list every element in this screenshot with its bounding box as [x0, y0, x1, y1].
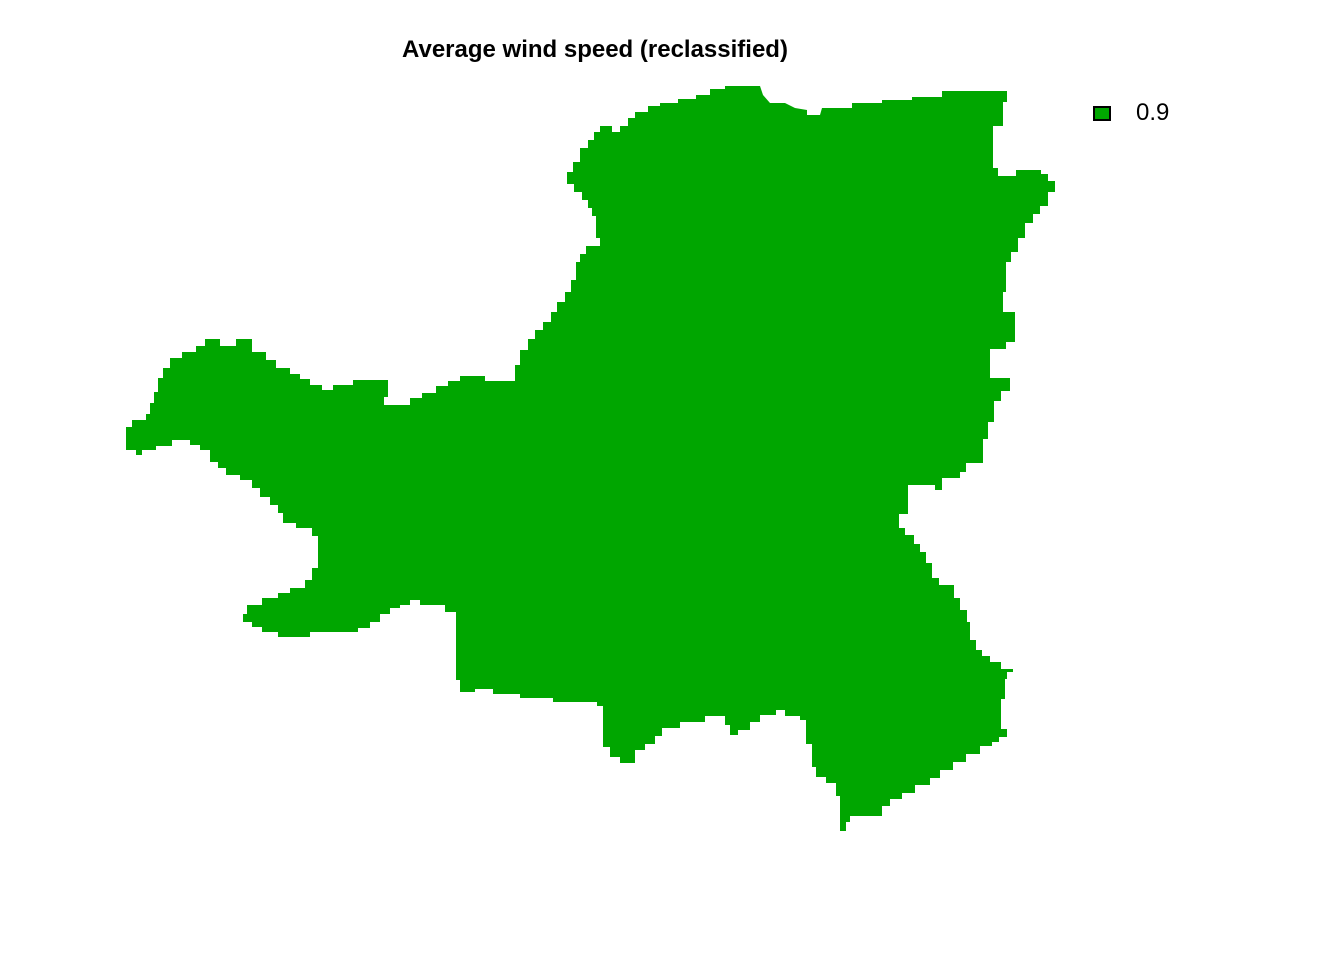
- legend-label: 0.9: [1136, 99, 1170, 126]
- legend-swatch: [1093, 105, 1111, 121]
- legend: 0.9: [1093, 99, 1169, 127]
- reclassified-raster-region: [126, 86, 1055, 831]
- map-title: Average wind speed (reclassified): [402, 36, 788, 63]
